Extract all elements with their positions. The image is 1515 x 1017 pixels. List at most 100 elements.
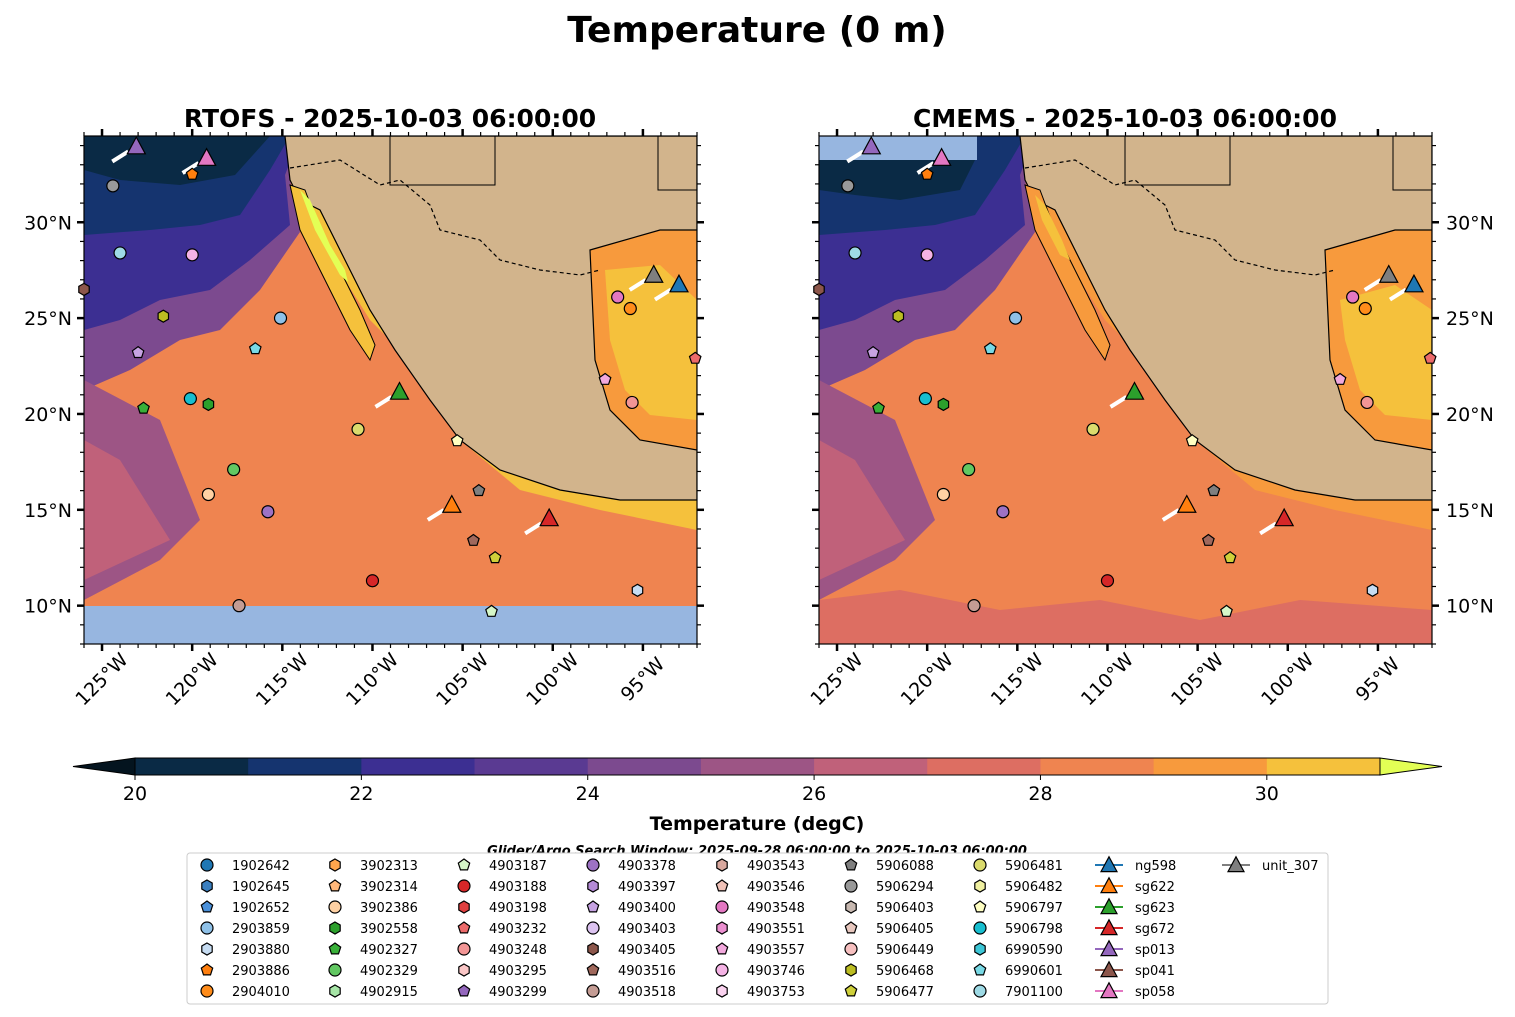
legend-label: 1902652: [232, 901, 290, 916]
legend-marker: [973, 963, 987, 976]
legend-marker: [716, 858, 728, 872]
legend-entry-4903753: 4903753: [716, 984, 805, 1000]
legend-marker: [974, 942, 986, 956]
legend-marker: [200, 963, 214, 976]
platform-marker-5906088: [1207, 483, 1221, 497]
legend-label: 2903859: [232, 922, 290, 937]
legend-label: 5906468: [876, 964, 934, 979]
legend-entry-4903546: 4903546: [715, 879, 805, 895]
lat-tick-label: 20°N: [24, 404, 72, 426]
state-borders: [1124, 136, 1432, 191]
legend-box: [186, 852, 1329, 1005]
platform-marker-4903188: [365, 574, 380, 588]
platform-marker-5906797: [1185, 434, 1199, 447]
legend-marker: [716, 984, 728, 998]
legend-marker: [457, 921, 471, 934]
legend-entry-1902645: 1902645: [201, 879, 290, 895]
platform-marker-4903518: [967, 599, 981, 613]
platform-marker-sp013: [126, 135, 147, 155]
warm-patch: [1035, 195, 1070, 260]
legend-label: 4903378: [618, 859, 676, 874]
platform-marker-4902327: [137, 401, 150, 414]
legend-marker: [458, 900, 470, 914]
platform-marker-4903400: [131, 345, 145, 359]
legend-label: 5906798: [1005, 922, 1063, 937]
colorbar-segment: [474, 758, 589, 775]
legend-label: 4903232: [489, 922, 547, 937]
legend-marker: [715, 942, 729, 955]
legend-label: 2903886: [232, 964, 290, 979]
legend-label: 4903400: [618, 901, 676, 916]
platform-marker-2904010: [623, 301, 637, 316]
platform-legend: 1902642 1902645 1902652 2903859 2903880 29038…: [200, 855, 1319, 1000]
platform-marker-5906477: [488, 550, 502, 564]
platform-marker-sg623: [389, 381, 410, 400]
legend-entry-sg623: sg623: [1095, 897, 1175, 916]
legend-marker: [200, 900, 214, 913]
platform-marker-4903746: [920, 248, 934, 262]
platform-marker-5906088: [472, 483, 486, 497]
cmems-platform-markers: [813, 135, 1437, 617]
platform-marker-4903405: [813, 282, 825, 297]
legend-label: 2903880: [232, 943, 290, 958]
legend-entry-3902558: 3902558: [329, 921, 418, 937]
legend-label: 4903405: [618, 943, 676, 958]
colorbar-segment: [135, 758, 249, 775]
legend-label: sp041: [1135, 964, 1175, 979]
platform-marker-4903518: [232, 599, 246, 613]
legend-entry-sg622: sg622: [1095, 876, 1175, 895]
platform-marker-5906797: [450, 434, 464, 447]
land-mask: [1019, 136, 1432, 501]
over-range-patch: [300, 190, 348, 282]
legend-entry-4903198: 4903198: [458, 900, 547, 916]
platform-marker-4903548: [611, 290, 625, 304]
legend-entry-3902386: 3902386: [328, 900, 418, 916]
colorbar-segment: [361, 758, 476, 775]
legend-label: 4903551: [747, 922, 805, 937]
contour-band-20-21: [819, 160, 975, 200]
rtofs-platform-markers: [78, 135, 702, 617]
legend-entry-4902327: 4902327: [328, 942, 418, 958]
legend-label: 4903397: [618, 880, 676, 895]
legend-marker: [1099, 855, 1119, 873]
lon-tick-label: 100°W: [522, 649, 583, 710]
legend-marker: [1099, 960, 1119, 978]
missing-data-region: [819, 136, 977, 160]
platform-marker-4903516: [1201, 533, 1215, 546]
glider-track: [426, 508, 445, 522]
legend-label: 4902327: [360, 943, 418, 958]
glider-track: [374, 395, 393, 409]
platform-marker-5906477: [1223, 550, 1237, 564]
legend-entry-5906797: 5906797: [973, 900, 1063, 916]
lat-tick-label: 30°N: [24, 212, 72, 234]
legend-label: 4903295: [489, 964, 547, 979]
legend-entry-4903232: 4903232: [457, 921, 547, 937]
glider-track: [181, 161, 200, 175]
glider-track: [916, 161, 935, 175]
platform-marker-6990601: [983, 342, 997, 355]
colorbar-segment: [700, 758, 815, 775]
lat-tick-label: 15°N: [1446, 500, 1494, 522]
platform-marker-4903516: [466, 533, 480, 546]
platform-marker-4903232: [1423, 351, 1437, 364]
lat-tick-label: 10°N: [24, 596, 72, 618]
platform-marker-4902327: [872, 401, 885, 414]
legend-label: 4903543: [747, 859, 805, 874]
legend-label: 1902645: [232, 880, 290, 895]
legend-label: unit_307: [1262, 859, 1319, 874]
legend-marker: [844, 879, 858, 893]
platform-marker-2903880: [631, 583, 644, 597]
platform-marker-ng598: [1403, 273, 1424, 293]
legend-label: sg672: [1135, 922, 1175, 937]
platform-marker-2904010: [1358, 301, 1372, 316]
lon-tick-label: 100°W: [1257, 649, 1318, 710]
colorbar-segment: [927, 758, 1041, 775]
legend-marker: [586, 921, 600, 935]
legend-entry-5906477: 5906477: [844, 984, 934, 1000]
legend-label: 3902313: [360, 859, 418, 874]
legend-entry-4903378: 4903378: [586, 858, 676, 874]
platform-marker-2903880: [1366, 583, 1379, 597]
lon-tick-label: 110°W: [342, 649, 403, 710]
platform-marker-5906798: [183, 392, 197, 406]
